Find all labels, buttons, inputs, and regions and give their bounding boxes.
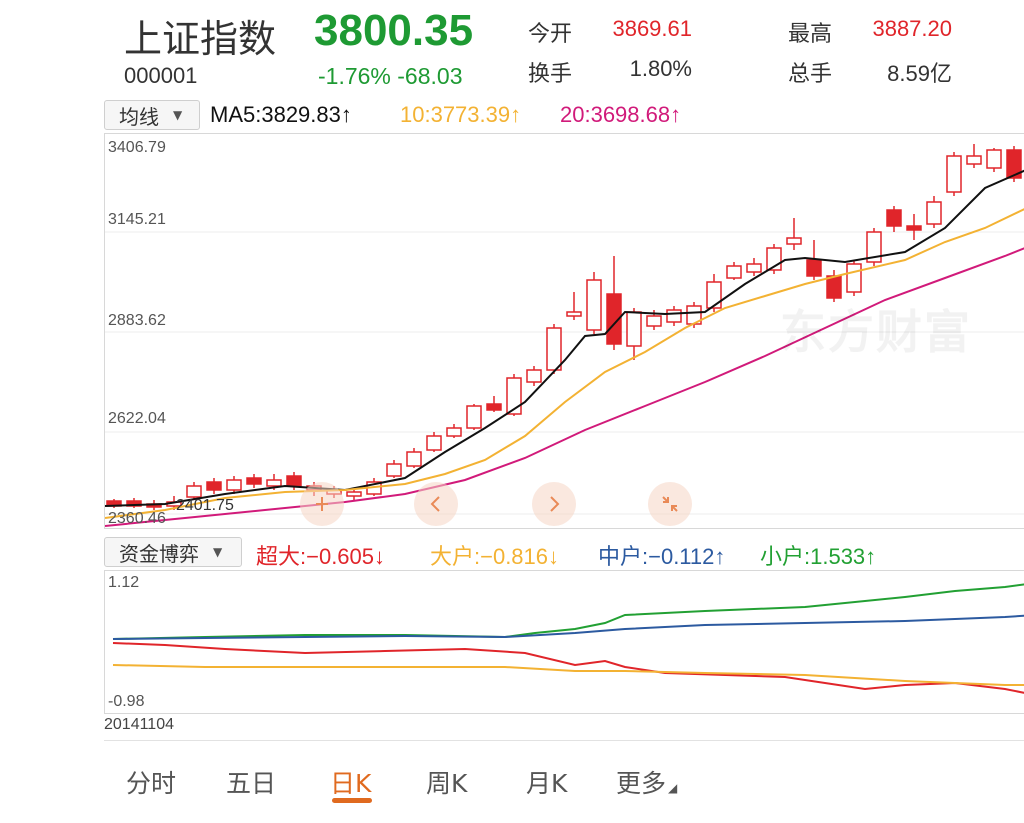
y-label-5: 2360.46 xyxy=(108,510,166,527)
candle xyxy=(646,315,662,327)
candle xyxy=(626,311,642,347)
super-large-flow: 超大:−0.605↓ xyxy=(256,544,386,569)
scroll-right-button[interactable] xyxy=(532,482,576,526)
watermark: 东方财富 xyxy=(780,305,972,359)
tab-monthly-k[interactable]: 月K xyxy=(526,769,568,798)
turnover-value: 1.80% xyxy=(629,56,692,81)
medium-flow: 中户:−0.112↑ xyxy=(598,544,726,569)
candle xyxy=(426,435,442,451)
tab-daily-k[interactable]: 日K xyxy=(330,769,372,798)
small-flow-line xyxy=(112,583,1024,640)
candle xyxy=(786,237,802,245)
volume-label: 总手 xyxy=(788,62,833,87)
active-tab-indicator xyxy=(332,798,372,803)
super-flow-line xyxy=(112,642,1024,694)
tab-weekly-k[interactable]: 周K xyxy=(426,769,468,798)
ma10-value: 10:3773.39↑ xyxy=(400,102,522,127)
candle xyxy=(546,327,562,371)
tab-more-label: 更多 xyxy=(616,769,667,798)
candle xyxy=(886,209,902,227)
pan-button[interactable] xyxy=(300,482,344,526)
candle xyxy=(946,155,962,193)
small-flow: 小户:1.533↑ xyxy=(760,544,877,569)
shrink-icon xyxy=(662,496,678,512)
candle xyxy=(406,451,422,467)
open-label: 今开 xyxy=(528,22,573,47)
flow-y-top: 1.12 xyxy=(108,574,140,591)
candle xyxy=(246,477,262,485)
stock-name: 上证指数 xyxy=(124,17,277,61)
ma5-value: MA5:3829.83↑ xyxy=(210,102,352,127)
y-label-1: 3406.79 xyxy=(108,139,166,156)
scroll-left-button[interactable] xyxy=(414,482,458,526)
candle xyxy=(806,259,822,277)
flow-selector[interactable]: 资金博弈 ▼ xyxy=(104,537,242,567)
candle xyxy=(746,263,762,273)
shrink-button[interactable] xyxy=(648,482,692,526)
candle xyxy=(526,369,542,383)
corner-triangle-icon: ◢ xyxy=(668,781,678,795)
candle xyxy=(906,225,922,231)
right-arrow-icon xyxy=(550,496,560,512)
candle xyxy=(446,427,462,437)
medium-flow-line xyxy=(112,614,1024,640)
current-price: 3800.35 xyxy=(314,6,474,55)
chevron-down-icon: ▼ xyxy=(173,108,183,122)
high-label: 最高 xyxy=(788,22,833,47)
candle xyxy=(1006,149,1022,179)
candle xyxy=(926,201,942,225)
turnover-label: 换手 xyxy=(528,62,573,87)
start-date: 20141104 xyxy=(104,716,174,733)
fund-flow-chart[interactable] xyxy=(104,570,1024,714)
high-value: 3887.20 xyxy=(872,16,952,41)
flow-svg xyxy=(112,583,1024,694)
candle xyxy=(286,475,302,487)
left-arrow-icon xyxy=(430,496,440,512)
candle xyxy=(466,405,482,429)
large-flow: 大户:−0.816↓ xyxy=(430,544,560,569)
candle xyxy=(186,485,202,498)
tab-five-day[interactable]: 五日 xyxy=(226,769,277,798)
price-change: -1.76% -68.03 xyxy=(318,63,463,89)
volume-value: 8.59亿 xyxy=(887,61,952,86)
candle xyxy=(606,293,622,345)
candle xyxy=(666,309,682,323)
candle xyxy=(866,231,882,263)
ma-selector-label: 均线 xyxy=(119,104,159,129)
stock-code: 000001 xyxy=(124,63,198,88)
ma-selector[interactable]: 均线 ▼ xyxy=(104,100,200,130)
divider xyxy=(104,740,1024,741)
candle xyxy=(706,281,722,309)
candle xyxy=(726,265,742,279)
flow-y-bottom: -0.98 xyxy=(108,693,145,710)
ma20-value: 20:3698.68↑ xyxy=(560,102,682,127)
low-price-marker: 2401.75 xyxy=(176,497,234,514)
candle xyxy=(386,463,402,477)
candle xyxy=(826,275,842,299)
y-label-2: 3145.21 xyxy=(108,211,166,228)
candle xyxy=(846,263,862,293)
crosshair-icon xyxy=(316,497,328,511)
candle xyxy=(586,279,602,331)
flow-selector-label: 资金博弈 xyxy=(119,541,199,566)
candle xyxy=(966,155,982,165)
candle xyxy=(266,479,282,487)
candle xyxy=(566,311,582,317)
tab-more[interactable]: 更多 ◢ xyxy=(616,764,677,800)
open-value: 3869.61 xyxy=(612,16,692,41)
y-label-3: 2883.62 xyxy=(108,312,166,329)
candle xyxy=(506,377,522,415)
candle xyxy=(206,481,222,491)
candle xyxy=(986,149,1002,169)
candle xyxy=(346,491,362,497)
large-flow-line xyxy=(112,664,1024,686)
y-label-4: 2622.04 xyxy=(108,410,166,427)
candle xyxy=(226,479,242,491)
candle xyxy=(486,403,502,411)
tab-intraday[interactable]: 分时 xyxy=(126,769,177,798)
chevron-down-icon: ▼ xyxy=(213,545,223,559)
